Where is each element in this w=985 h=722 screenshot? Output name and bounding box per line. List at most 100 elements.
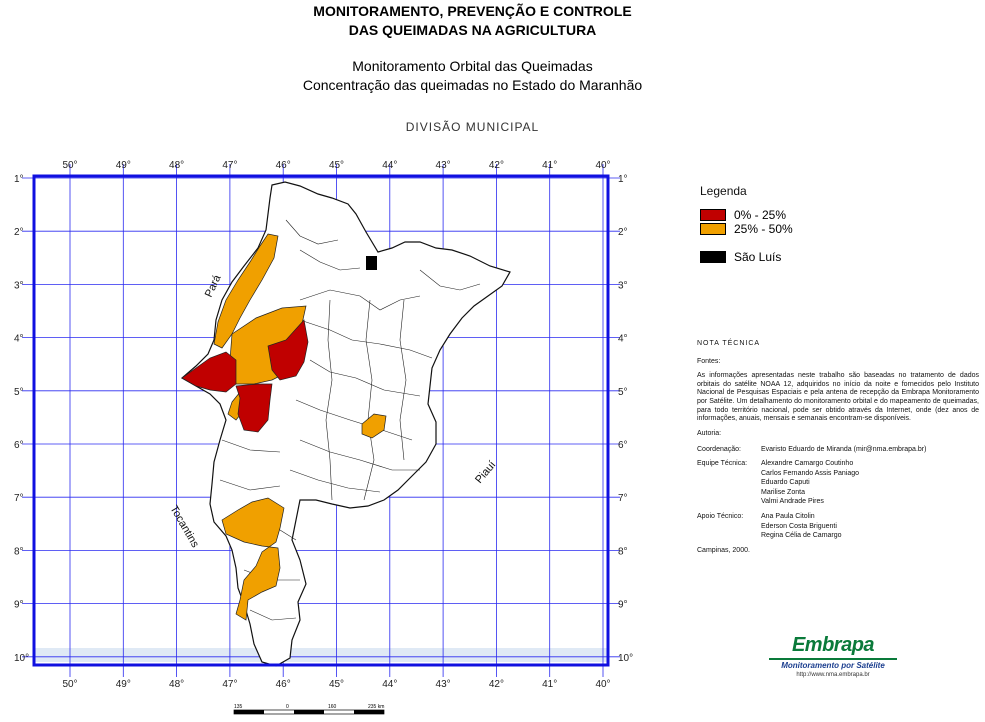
latitude-label: 2° bbox=[14, 227, 24, 238]
technical-note: NOTA TÉCNICA Fontes: As informações apre… bbox=[697, 340, 979, 555]
scale-label: 235 km bbox=[368, 704, 384, 710]
scale-seg bbox=[234, 710, 264, 714]
scale-label: 135 bbox=[234, 704, 243, 710]
logo-url: http://www.nma.embrapa.br bbox=[796, 672, 870, 678]
equipe-member: Eduardo Caputi bbox=[761, 479, 810, 487]
latitude-label: 7° bbox=[14, 493, 24, 504]
apoio-row: Apoio Técnico: Ana Paula Citolin Ederson… bbox=[697, 513, 979, 542]
fontes-text: As informações apresentadas neste trabal… bbox=[697, 372, 979, 423]
longitude-label: 49° bbox=[116, 679, 131, 690]
latitude-label: 4° bbox=[14, 334, 24, 345]
orange-region-north bbox=[213, 233, 279, 349]
longitude-label: 40° bbox=[595, 160, 610, 171]
longitude-label: 44° bbox=[382, 679, 397, 690]
equipe-member: Marilise Zonta bbox=[761, 488, 805, 496]
longitude-label: 42° bbox=[489, 679, 504, 690]
legend-swatch-black bbox=[700, 251, 726, 263]
scale-label: 0 bbox=[286, 704, 289, 710]
latitude-label: 1° bbox=[618, 174, 628, 185]
subtitle-line-2: Concentração das queimadas no Estado do … bbox=[302, 77, 643, 93]
subtitle: Monitoramento Orbital das Queimadas Conc… bbox=[0, 57, 945, 95]
legend-item-25-50: 25% - 50% bbox=[700, 222, 793, 236]
bottom-band bbox=[34, 648, 608, 662]
fontes-label: Fontes: bbox=[697, 357, 721, 365]
legend-item-0-25: 0% - 25% bbox=[700, 208, 793, 222]
note-heading: NOTA TÉCNICA bbox=[697, 340, 761, 347]
coordenacao-value: Evaristo Eduardo de Miranda (mir@nma.emb… bbox=[761, 446, 927, 454]
coordenacao-label: Coordenação: bbox=[697, 446, 741, 454]
map-caption: DIVISÃO MUNICIPAL bbox=[405, 120, 540, 134]
legend-item-sao-luis: São Luís bbox=[700, 250, 793, 264]
equipe-member: Alexandre Camargo Coutinho bbox=[761, 459, 854, 467]
equipe-member: Valmi Andrade Pires bbox=[761, 498, 824, 506]
latitude-label: 1° bbox=[14, 174, 24, 185]
title-line-1: MONITORAMENTO, PREVENÇÃO E CONTROLE bbox=[313, 3, 632, 19]
longitude-label: 40° bbox=[595, 679, 610, 690]
red-region-center bbox=[235, 383, 273, 433]
legend-title: Legenda bbox=[700, 184, 747, 198]
logo-subtitle: Monitoramento por Satélite bbox=[781, 661, 885, 670]
logo-bar bbox=[769, 658, 897, 660]
longitude-label: 42° bbox=[489, 160, 504, 171]
main-title: MONITORAMENTO, PREVENÇÃO E CONTROLE DAS … bbox=[0, 2, 945, 40]
longitude-label: 46° bbox=[276, 160, 291, 171]
latitude-label: 8° bbox=[14, 546, 24, 557]
equipe-row: Equipe Técnica: Alexandre Camargo Coutin… bbox=[697, 460, 979, 508]
latitude-label: 9° bbox=[618, 600, 628, 611]
subtitle-line-1: Monitoramento Orbital das Queimadas bbox=[352, 58, 593, 74]
latitude-label: 5° bbox=[14, 387, 24, 398]
coordenacao-row: Coordenação: Evaristo Eduardo de Miranda… bbox=[697, 446, 979, 455]
scale-label: 160 bbox=[328, 704, 337, 710]
latitude-label: 3° bbox=[618, 280, 628, 291]
longitude-label: 50° bbox=[62, 160, 77, 171]
red-region-west bbox=[181, 351, 237, 393]
latitude-label: 10° bbox=[14, 653, 29, 664]
equipe-member: Carlos Fernando Assis Paniago bbox=[761, 469, 860, 477]
orange-region-east bbox=[361, 413, 387, 439]
latitude-label: 4° bbox=[618, 334, 628, 345]
map-frame bbox=[32, 174, 610, 667]
longitude-label: 49° bbox=[116, 160, 131, 171]
municipal-boundaries bbox=[219, 219, 481, 621]
logo-wordmark: Embrapa bbox=[791, 634, 875, 656]
apoio-list: Ana Paula Citolin Ederson Costa Briguent… bbox=[761, 513, 842, 542]
apoio-member: Ana Paula Citolin bbox=[761, 512, 815, 520]
scale-seg bbox=[354, 710, 384, 714]
coordinate-ticks: 50° 50° 49° 49° 48° 48° 47° 47° 46° 46° 45° 45° 44° 4… bbox=[14, 160, 633, 690]
latitude-label: 10° bbox=[618, 653, 633, 664]
longitude-label: 45° bbox=[329, 679, 344, 690]
legend-swatch-red bbox=[700, 209, 726, 221]
legend-label: São Luís bbox=[734, 250, 782, 264]
equipe-label: Equipe Técnica: bbox=[697, 459, 748, 467]
longitude-label: 41° bbox=[542, 679, 557, 690]
longitude-label: 44° bbox=[382, 160, 397, 171]
equipe-list: Alexandre Camargo Coutinho Carlos Fernan… bbox=[761, 460, 859, 508]
sao-luis-marker bbox=[366, 256, 377, 270]
longitude-label: 47° bbox=[222, 160, 237, 171]
longitude-label: 41° bbox=[542, 160, 557, 171]
apoio-label: Apoio Técnico: bbox=[697, 512, 744, 520]
longitude-label: 43° bbox=[436, 679, 451, 690]
latitude-label: 8° bbox=[618, 546, 628, 557]
title-line-2: DAS QUEIMADAS NA AGRICULTURA bbox=[348, 22, 597, 38]
longitude-label: 47° bbox=[222, 679, 237, 690]
longitude-label: 48° bbox=[169, 679, 184, 690]
legend: Legenda 0% - 25% 25% - 50% São Luís bbox=[700, 184, 793, 264]
latitude-label: 5° bbox=[618, 387, 628, 398]
scale-bar: 135 0 160 235 km bbox=[233, 704, 384, 715]
red-region-east bbox=[267, 319, 309, 381]
concentration-0-25 bbox=[181, 319, 309, 433]
latitude-label: 6° bbox=[618, 440, 628, 451]
place-date: Campinas, 2000. bbox=[697, 546, 750, 554]
longitude-label: 45° bbox=[329, 160, 344, 171]
legend-label: 0% - 25% bbox=[734, 208, 787, 222]
longitude-label: 46° bbox=[276, 679, 291, 690]
longitude-label: 50° bbox=[62, 679, 77, 690]
latitude-label: 7° bbox=[618, 493, 628, 504]
latitude-label: 3° bbox=[14, 280, 24, 291]
longitude-label: 48° bbox=[169, 160, 184, 171]
embrapa-logo: Embrapa Monitoramento por Satélite http:… bbox=[763, 634, 903, 678]
legend-swatch-orange bbox=[700, 223, 726, 235]
longitude-label: 43° bbox=[436, 160, 451, 171]
